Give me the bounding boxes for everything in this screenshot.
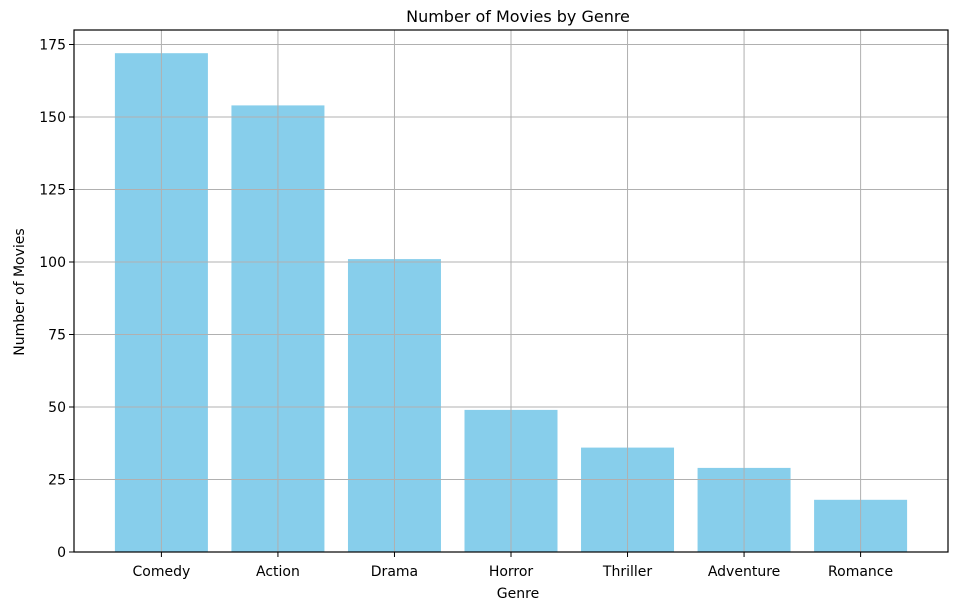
y-tick-label: 125 (39, 183, 66, 199)
x-tick-label: Romance (828, 564, 893, 580)
x-axis-label: Genre (497, 586, 539, 602)
x-tick-label: Action (256, 564, 300, 580)
x-tick-label: Drama (371, 564, 418, 580)
y-axis-label: Number of Movies (12, 228, 28, 355)
chart-title: Number of Movies by Genre (406, 7, 630, 26)
y-tick-label: 100 (39, 255, 66, 271)
x-tick-label: Comedy (133, 564, 191, 580)
x-tick-label: Horror (489, 564, 534, 580)
y-tick-label: 150 (39, 110, 66, 126)
x-ticks: Comedy Action Drama Horror Thriller Adventure… (133, 552, 893, 580)
y-tick-label: 25 (48, 473, 66, 489)
x-tick-label: Adventure (708, 564, 780, 580)
x-tick-label: Thriller (602, 564, 652, 580)
y-tick-label: 50 (48, 400, 66, 416)
y-ticks: 0 25 50 75 100 125 150 175 (39, 38, 74, 561)
y-tick-label: 175 (39, 38, 66, 54)
y-tick-label: 0 (57, 545, 66, 561)
y-tick-label: 75 (48, 328, 66, 344)
